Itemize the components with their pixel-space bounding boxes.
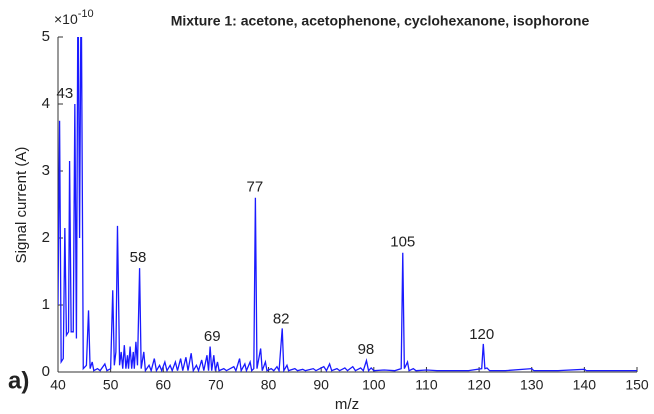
y-tick-label: 0 <box>42 363 50 380</box>
multiplier-base: ×10 <box>54 11 78 27</box>
x-tick-label: 110 <box>415 377 438 393</box>
peak-label: 105 <box>390 234 415 251</box>
peak-label: 69 <box>204 328 221 345</box>
x-tick-label: 120 <box>467 377 491 393</box>
y-tick-label: 4 <box>42 95 50 112</box>
y-axis-label: Signal current (A) <box>13 147 30 264</box>
y-multiplier: ×10-10 <box>54 8 94 27</box>
peak-label: 82 <box>273 311 290 328</box>
peak-label: 77 <box>247 179 264 196</box>
peak-label: 58 <box>130 249 147 266</box>
peak-label: 98 <box>358 341 375 358</box>
y-tick-label: 3 <box>42 162 50 179</box>
x-axis-label: m/z <box>335 396 359 413</box>
x-tick-label: 100 <box>362 377 386 393</box>
x-tick-label: 130 <box>520 377 544 393</box>
x-tick-label: 40 <box>50 377 66 393</box>
x-tick-label: 80 <box>261 377 277 393</box>
x-tick-label: 140 <box>573 377 597 393</box>
x-tick-label: 70 <box>208 377 224 393</box>
x-tick-label: 60 <box>155 377 171 393</box>
y-tick-label: 2 <box>42 229 50 246</box>
chart-title: Mixture 1: acetone, acetophenone, cycloh… <box>171 13 590 29</box>
y-tick-label: 5 <box>42 28 50 45</box>
y-tick-label: 1 <box>42 296 50 313</box>
spectrum-line <box>58 37 637 372</box>
peak-label: 120 <box>469 326 494 343</box>
multiplier-exponent: -10 <box>78 8 94 20</box>
x-tick-label: 90 <box>313 377 329 393</box>
x-tick-label: 50 <box>103 377 119 393</box>
peak-label: 43 <box>56 85 73 102</box>
x-tick-label: 150 <box>625 377 649 393</box>
panel-label: a) <box>8 367 29 394</box>
